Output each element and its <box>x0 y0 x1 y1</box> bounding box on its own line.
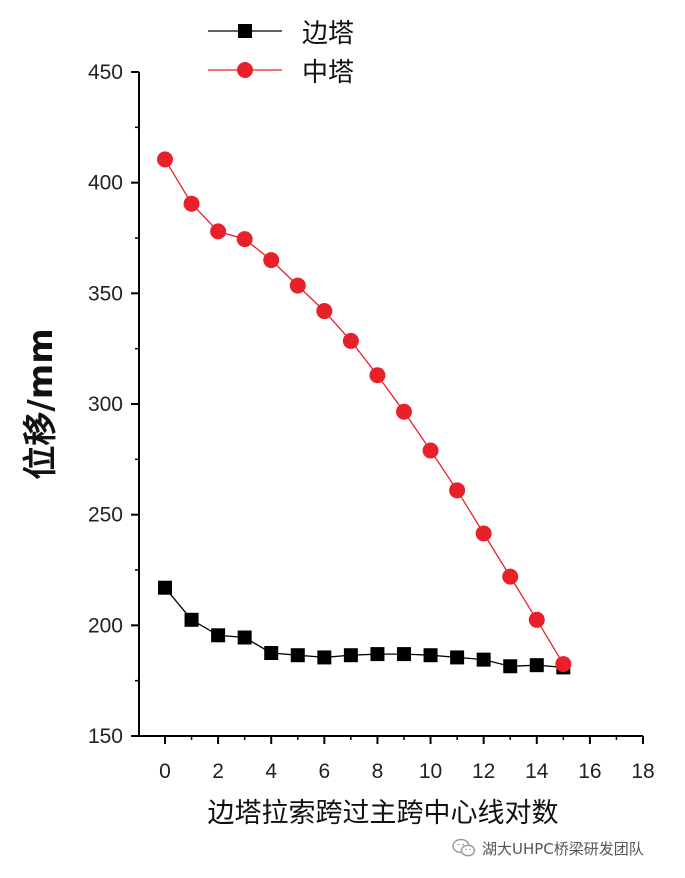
legend-label-mid-tower: 中塔 <box>302 58 354 88</box>
series-line-side-tower <box>164 587 564 669</box>
y-tick-label: 300 <box>88 393 123 416</box>
y-tick-label: 450 <box>88 61 123 84</box>
legend-entry-side-tower: 边塔 <box>208 19 354 49</box>
wechat-icon <box>452 838 476 857</box>
legend: 边塔 中塔 <box>208 19 354 88</box>
data-point-mid-tower <box>502 568 519 585</box>
x-tick-label: 8 <box>372 760 384 783</box>
data-point-mid-tower <box>210 223 227 240</box>
x-tick-label: 16 <box>578 760 601 783</box>
data-point-side-tower <box>158 580 172 595</box>
legend-entry-mid-tower: 中塔 <box>208 58 354 88</box>
legend-marker-mid-tower <box>237 62 253 78</box>
watermark: 湖大UHPC桥梁研发团队 <box>452 834 644 862</box>
x-tick-label: 10 <box>419 760 442 783</box>
data-point-side-tower <box>423 648 438 663</box>
data-point-side-tower <box>290 648 305 663</box>
data-point-mid-tower <box>555 656 572 673</box>
x-tick-label: 6 <box>318 760 330 783</box>
x-tick-label: 4 <box>265 760 277 783</box>
y-tick-label: 250 <box>88 504 123 527</box>
x-tick-label: 0 <box>159 760 171 783</box>
x-tick-label: 12 <box>472 760 495 783</box>
data-point-side-tower <box>370 647 385 662</box>
data-point-side-tower <box>237 630 252 645</box>
y-tick-label: 200 <box>88 614 123 637</box>
data-point-side-tower <box>343 648 358 663</box>
data-point-side-tower <box>184 612 199 627</box>
data-point-mid-tower <box>289 277 306 294</box>
data-point-side-tower <box>397 647 411 662</box>
data-point-mid-tower <box>157 151 173 168</box>
data-point-side-tower <box>476 652 491 667</box>
data-point-side-tower <box>264 646 279 660</box>
data-point-side-tower <box>450 650 465 665</box>
watermark-text: 湖大UHPC桥梁研发团队 <box>482 839 644 858</box>
y-tick-label: 350 <box>88 282 123 305</box>
data-point-side-tower <box>529 658 544 673</box>
data-point-side-tower <box>211 628 226 643</box>
y-tick-label: 400 <box>88 172 123 195</box>
data-point-mid-tower <box>396 403 412 420</box>
data-point-mid-tower <box>475 525 492 542</box>
data-point-side-tower <box>503 659 518 674</box>
x-tick-label: 14 <box>525 760 549 783</box>
y-tick-label: 150 <box>88 725 123 748</box>
x-tick-label: 2 <box>212 760 224 783</box>
data-point-mid-tower <box>449 482 466 499</box>
series-layer <box>157 151 572 675</box>
data-point-mid-tower <box>369 367 386 384</box>
data-point-mid-tower <box>183 195 200 212</box>
data-point-mid-tower <box>422 442 439 459</box>
legend-label-side-tower: 边塔 <box>302 19 354 49</box>
series-line-mid-tower <box>164 159 564 665</box>
y-axis-title: 位移/mm <box>21 328 61 479</box>
data-point-mid-tower <box>236 231 253 248</box>
legend-marker-side-tower <box>238 24 252 38</box>
data-point-mid-tower <box>316 303 333 320</box>
data-point-mid-tower <box>342 332 359 349</box>
x-axis-title: 边塔拉索跨过主跨中心线对数 <box>208 798 559 829</box>
axes: 150 200 250 300 350 400 450 0 2 4 6 8 10 12 14 16 18 <box>88 61 655 783</box>
data-point-mid-tower <box>528 611 545 628</box>
data-point-mid-tower <box>263 252 280 269</box>
x-tick-label: 18 <box>631 760 654 783</box>
data-point-side-tower <box>317 650 332 665</box>
